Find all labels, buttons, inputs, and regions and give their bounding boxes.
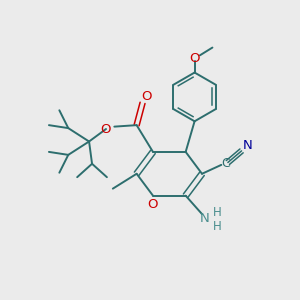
Text: O: O (147, 198, 158, 211)
Text: C: C (221, 158, 230, 170)
Text: O: O (142, 90, 152, 103)
Text: H: H (213, 206, 222, 218)
Text: H: H (213, 220, 222, 233)
Text: O: O (189, 52, 200, 65)
Text: N: N (200, 212, 209, 225)
Text: N: N (243, 139, 253, 152)
Text: O: O (100, 122, 111, 136)
